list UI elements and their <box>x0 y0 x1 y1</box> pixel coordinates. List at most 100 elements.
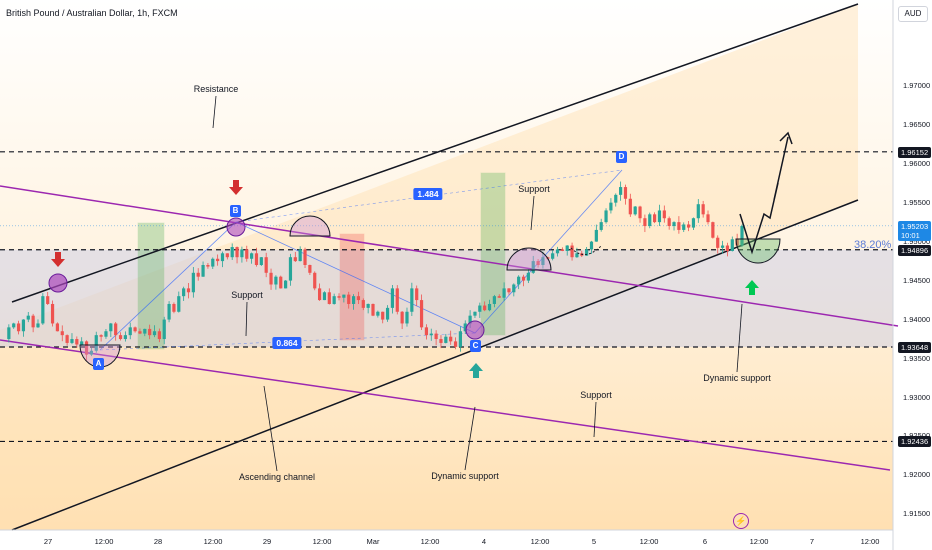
sell-arrow-icon <box>51 252 65 267</box>
current-price-tag: 1.95203 10:01 <box>898 220 932 241</box>
candle-body <box>623 187 628 199</box>
pivot-circle <box>226 217 246 237</box>
time-tick-label: 27 <box>43 537 53 546</box>
candle-body <box>21 319 26 332</box>
candle-body <box>405 311 409 324</box>
candle-body <box>677 222 681 230</box>
candle-body <box>483 305 487 311</box>
annotation-text: Support <box>518 184 550 194</box>
channel-upper-line <box>11 3 859 303</box>
pattern-ratio-label: 0.864 <box>272 337 302 349</box>
candle-body <box>235 247 239 258</box>
time-tick-label: 12:00 <box>860 537 880 546</box>
annotation-text: Ascending channel <box>238 472 316 482</box>
candle-body <box>531 261 535 273</box>
pattern-leg-line <box>99 169 623 351</box>
projection-arrowhead <box>779 131 793 145</box>
candle-body <box>123 335 127 340</box>
time-tick-label: 29 <box>262 537 272 546</box>
candle-body <box>410 288 414 312</box>
candle-body <box>99 335 103 337</box>
candle-body <box>317 288 322 301</box>
descending-trendline-lower <box>0 339 891 471</box>
time-tick-label: 12:00 <box>420 537 440 546</box>
candle-body <box>84 341 89 355</box>
candle-body <box>201 265 205 277</box>
candle-body <box>298 249 302 262</box>
candle-body <box>143 328 147 334</box>
candle-body <box>133 327 137 332</box>
candle-body <box>502 288 506 298</box>
candle-body <box>245 249 249 259</box>
candle-body <box>521 276 526 281</box>
fibonacci-level-label: 38.20% <box>854 239 892 251</box>
buy-arrow-icon <box>469 363 483 378</box>
annotation-text: Dynamic support <box>703 373 771 383</box>
candle-body <box>585 249 589 256</box>
projection-path <box>739 136 789 255</box>
candle-body <box>337 296 341 298</box>
time-tick-label: 12:00 <box>312 537 332 546</box>
lightning-bolt-logo-icon[interactable]: ⚡ <box>733 513 749 529</box>
time-tick-label: 7 <box>809 537 815 546</box>
price-tick-label: 1.92000 <box>903 470 931 480</box>
candle-body <box>720 245 725 248</box>
candle-body <box>162 319 166 340</box>
candle-body <box>332 296 336 304</box>
price-level-tag: 1.94896 <box>898 244 932 256</box>
price-tick-label: 1.95500 <box>903 197 931 207</box>
candle-body <box>80 341 84 345</box>
candle-body <box>526 272 530 281</box>
swing-high-arc <box>506 247 552 271</box>
price-tick-label: 1.94000 <box>903 314 931 324</box>
annotation-leader <box>530 195 535 231</box>
chart-title: British Pound / Australian Dollar, 1h, F… <box>6 8 178 18</box>
candle-body <box>109 323 113 332</box>
candle-body <box>274 276 278 285</box>
annotation-text: Dynamic support <box>431 471 499 481</box>
annotation-leader <box>212 95 217 129</box>
buy-zone <box>137 222 165 350</box>
pattern-point-label: A <box>93 358 104 370</box>
annotation-leader <box>263 385 278 472</box>
candle-body <box>604 210 608 223</box>
pivot-circle <box>48 273 68 293</box>
candle-body <box>614 194 618 203</box>
candle-body <box>740 226 744 246</box>
candle-body <box>609 202 613 211</box>
candle-body <box>599 222 603 230</box>
candle-body <box>55 323 60 332</box>
candle-body <box>716 237 720 248</box>
candle-body <box>104 331 108 337</box>
candle-body <box>148 328 152 336</box>
candle-body <box>259 257 263 265</box>
pattern-point-label: C <box>470 340 481 352</box>
candle-body <box>628 198 632 215</box>
candle-body <box>128 327 132 336</box>
candle-body <box>182 288 186 297</box>
candle-body <box>114 323 118 336</box>
candle-body <box>75 339 79 345</box>
candle-body <box>444 336 448 343</box>
candle-body <box>419 300 424 328</box>
candle-body <box>424 327 429 336</box>
candle-body <box>589 241 594 250</box>
candle-body <box>492 296 496 304</box>
channel-lower-line <box>11 199 859 531</box>
candle-body <box>735 239 739 246</box>
candle-body <box>648 214 652 227</box>
price-level-tag: 1.92436 <box>898 436 932 448</box>
sell-zone <box>339 233 365 341</box>
candle-body <box>473 311 477 316</box>
candle-body <box>50 303 55 324</box>
candle-body <box>206 265 210 267</box>
currency-button[interactable]: AUD <box>898 6 928 22</box>
candle-body <box>220 253 225 262</box>
candle-body <box>288 257 293 281</box>
candle-body <box>371 303 375 316</box>
candlestick-series <box>7 181 744 361</box>
candle-body <box>662 210 666 219</box>
sell-arrow-icon <box>229 180 243 195</box>
price-tick-label: 1.95000 <box>903 236 931 246</box>
